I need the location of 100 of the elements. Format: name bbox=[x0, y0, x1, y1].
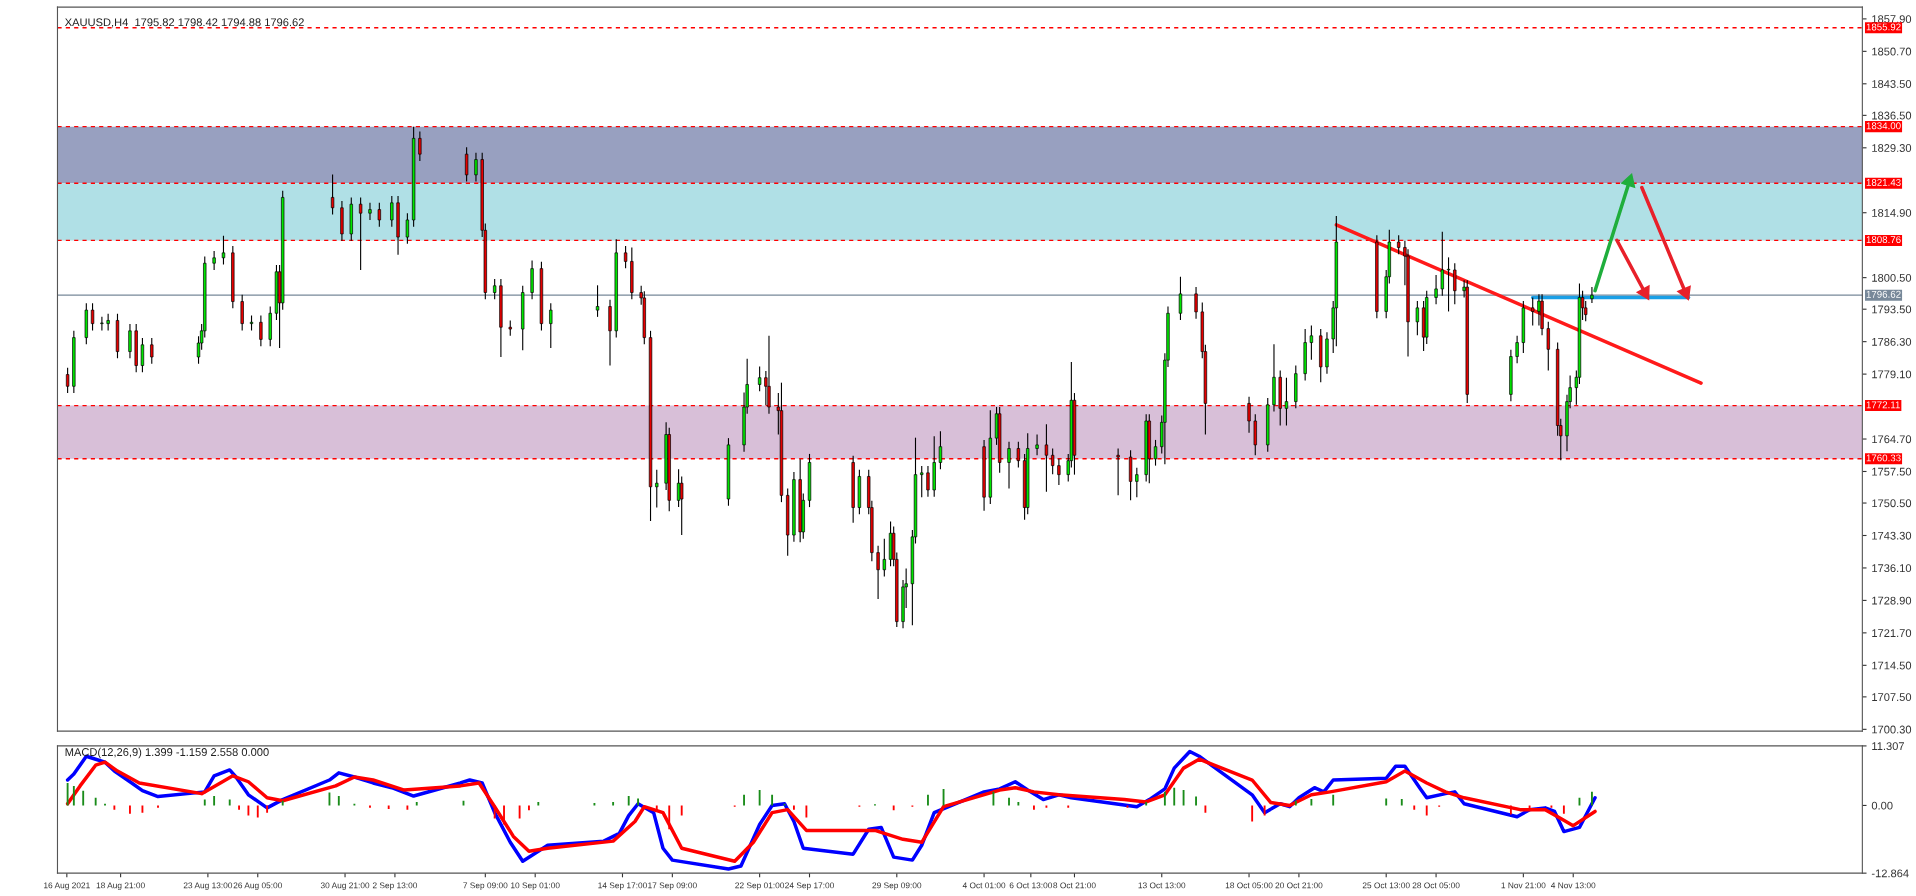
candlestick bbox=[1590, 286, 1594, 304]
candlestick bbox=[128, 323, 132, 359]
candlestick bbox=[221, 235, 226, 266]
y-tick-label: 1757.50 bbox=[1872, 467, 1912, 476]
candlestick bbox=[549, 302, 553, 349]
candlestick bbox=[1247, 396, 1251, 434]
candlestick bbox=[767, 335, 771, 415]
y-tick-label: 1728.90 bbox=[1872, 596, 1912, 605]
candlestick bbox=[90, 302, 95, 331]
x-tick-label: 28 Oct 05:00 bbox=[1412, 882, 1460, 889]
candlestick bbox=[1309, 324, 1314, 361]
candlestick bbox=[1531, 296, 1535, 326]
y-tick-label: 1700.30 bbox=[1872, 725, 1912, 734]
x-tick-label: 24 Sep 17:00 bbox=[785, 882, 834, 890]
y-tick-label: 1843.50 bbox=[1872, 80, 1912, 88]
candlestick bbox=[876, 545, 880, 600]
candlestick bbox=[1035, 433, 1039, 456]
candlestick bbox=[882, 538, 886, 578]
ref-line-label: 1760.33 bbox=[1866, 454, 1901, 462]
x-tick-label: 26 Aug 05:00 bbox=[233, 882, 282, 890]
candlestick bbox=[1016, 441, 1021, 468]
candlestick bbox=[1440, 231, 1444, 297]
y-tick-label: 1850.70 bbox=[1872, 47, 1912, 56]
x-tick-label: 23 Aug 13:00 bbox=[183, 882, 233, 890]
candlestick bbox=[1178, 276, 1183, 321]
candlestick bbox=[358, 196, 363, 271]
x-tick-label: 16 Aug 2021 bbox=[44, 882, 90, 890]
candlestick bbox=[1415, 300, 1420, 336]
y-tick-label: 1786.30 bbox=[1872, 337, 1912, 346]
text: XAUUSD,H4 1795.82 1798.42 1794.88 1796.62 bbox=[64, 18, 304, 28]
candlestick bbox=[240, 294, 244, 331]
candlestick bbox=[368, 202, 372, 221]
candlestick bbox=[1446, 256, 1451, 313]
x-tick-label: 14 Sep 17:00 bbox=[598, 882, 647, 890]
candlestick bbox=[595, 284, 600, 318]
candlestick bbox=[1050, 447, 1055, 475]
candlestick bbox=[474, 152, 478, 183]
y-tick-label: 1779.10 bbox=[1872, 370, 1912, 379]
candlestick bbox=[1284, 377, 1289, 427]
candlestick bbox=[212, 250, 216, 271]
x-tick-label: 4 Nov 13:00 bbox=[1550, 882, 1596, 889]
y-tick-label: -12.864 bbox=[1871, 869, 1909, 878]
candlestick bbox=[1194, 286, 1198, 320]
y-tick-label: 1736.10 bbox=[1872, 564, 1912, 573]
candlestick bbox=[1116, 447, 1120, 496]
x-tick-label: 20 Oct 21:00 bbox=[1275, 882, 1323, 889]
y-tick-label: 1714.50 bbox=[1872, 661, 1912, 670]
y-tick-label: 1857.90 bbox=[1872, 15, 1912, 24]
candlestick bbox=[140, 337, 145, 373]
candlestick bbox=[1434, 274, 1438, 305]
x-tick-label: 8 Oct 21:00 bbox=[1053, 882, 1096, 889]
candlestick bbox=[1153, 439, 1158, 467]
candlestick bbox=[530, 259, 534, 300]
candlestick bbox=[65, 367, 70, 394]
candlestick bbox=[1397, 234, 1401, 255]
ref-line-label: 1808.76 bbox=[1866, 236, 1901, 244]
candlestick bbox=[150, 337, 154, 365]
candlestick bbox=[680, 475, 684, 536]
ref-line-label: 1796.62 bbox=[1866, 290, 1901, 298]
candlestick bbox=[757, 365, 762, 392]
candlestick bbox=[623, 245, 628, 269]
candlestick bbox=[100, 316, 104, 331]
candlestick bbox=[1044, 423, 1049, 493]
candlestick bbox=[1546, 321, 1550, 372]
y-tick-label: 1836.50 bbox=[1872, 111, 1912, 120]
y-tick-label: 1793.50 bbox=[1872, 305, 1912, 314]
y-tick-label: 0.00 bbox=[1871, 801, 1893, 810]
x-tick-label: 10 Sep 01:00 bbox=[511, 882, 560, 890]
y-tick-label: 1829.30 bbox=[1872, 144, 1912, 152]
candlestick bbox=[1253, 413, 1257, 456]
x-tick-label: 30 Aug 21:00 bbox=[320, 882, 370, 890]
x-tick-label: 29 Sep 09:00 bbox=[872, 882, 922, 890]
x-tick-label: 18 Aug 21:00 bbox=[96, 882, 145, 890]
y-tick-label: 1743.30 bbox=[1872, 531, 1912, 540]
x-tick-label: 18 Oct 05:00 bbox=[1225, 882, 1273, 889]
x-tick-label: 1 Nov 21:00 bbox=[1501, 882, 1546, 889]
y-tick-label: 1721.70 bbox=[1872, 629, 1912, 637]
y-tick-label: 1814.90 bbox=[1872, 209, 1912, 217]
ref-line-label: 1855.92 bbox=[1866, 23, 1901, 31]
candlestick bbox=[390, 195, 394, 228]
candlestick bbox=[493, 278, 497, 300]
candlestick bbox=[330, 173, 335, 216]
y-tick-label: 1750.50 bbox=[1872, 499, 1912, 508]
y-tick-label: 1800.50 bbox=[1872, 273, 1912, 282]
y-tick-label: 1707.50 bbox=[1872, 693, 1912, 702]
chart-title: MACD(12,26,9) 1.399 -1.159 2.558 0.000 bbox=[65, 747, 269, 759]
candlestick bbox=[1453, 262, 1457, 305]
candlestick bbox=[418, 131, 422, 162]
candlestick bbox=[920, 465, 924, 498]
ref-line-label: 1834.00 bbox=[1866, 122, 1901, 130]
candlestick bbox=[938, 430, 943, 470]
candlestick bbox=[464, 146, 469, 183]
y-tick-label: 11.307 bbox=[1872, 742, 1904, 751]
x-tick-label: 6 Oct 13:00 bbox=[1009, 882, 1053, 889]
y-tick-label: 1764.70 bbox=[1872, 435, 1912, 444]
x-tick-label: 13 Oct 13:00 bbox=[1138, 882, 1186, 889]
candlestick bbox=[1135, 467, 1139, 498]
candlestick bbox=[1057, 458, 1061, 486]
candlestick bbox=[926, 465, 930, 498]
x-tick-label: 7 Sep 09:00 bbox=[463, 882, 508, 890]
